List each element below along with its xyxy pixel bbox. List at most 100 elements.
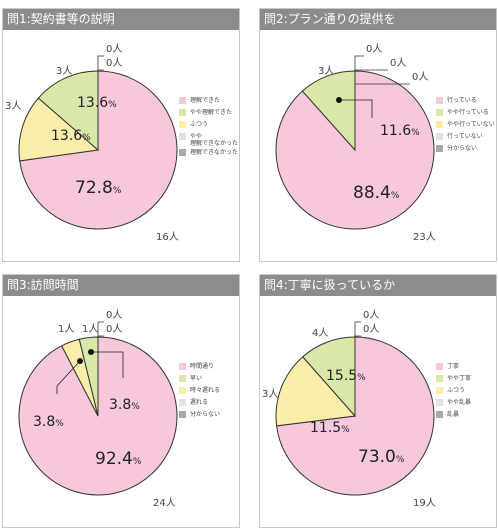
legend-2: 行っているやや行っている やや行っていない 行っていない 分からない	[436, 97, 495, 157]
legend-item: 理解できなかった	[179, 149, 238, 161]
leader-line-zero-1	[97, 55, 104, 71]
leader-line-1	[339, 99, 373, 118]
legend-label: 時間通り	[190, 363, 215, 370]
leader-dot-1	[77, 358, 83, 364]
pie-slice-2	[302, 336, 356, 418]
pie-chart-1: 72.8% 13.6% 13.6% 16人 3人 3人 0人 0人	[5, 43, 179, 243]
count-label-1: 19人	[413, 497, 436, 509]
legend-item: ふつう	[436, 387, 471, 399]
count-label-2: 3人	[318, 65, 334, 77]
pct-label-1: 88.4%	[353, 183, 400, 203]
leader-line-zero-2	[97, 335, 104, 337]
legend-swatch	[436, 121, 443, 128]
legend-swatch	[179, 363, 186, 370]
legend-label: 乱暴	[447, 411, 460, 418]
legend-swatch	[179, 109, 186, 116]
leader-line-1	[56, 360, 81, 394]
legend-item: 分からない	[436, 145, 495, 157]
legend-swatch	[179, 149, 186, 156]
leader-line-zero-1	[97, 321, 104, 337]
count-label-5: 0人	[363, 323, 379, 335]
pie-slice-2	[37, 70, 99, 152]
pie-slice-3	[275, 356, 356, 427]
legend-item: やや理解できた	[179, 109, 238, 121]
legend-label: やや行っていない	[447, 121, 495, 128]
chart-title: 問1:契約書等の説明	[3, 9, 239, 30]
legend-item: ふつう	[179, 121, 238, 133]
legend-label: 行っていない	[447, 133, 483, 140]
legend-label: 遅れる	[190, 399, 209, 406]
legend-label: ふつう	[190, 121, 209, 128]
leader-line-zero-2	[354, 335, 361, 337]
legend-swatch	[436, 411, 443, 418]
count-label-1: 16人	[156, 231, 179, 243]
count-label-5: 0人	[106, 57, 122, 69]
legend-item: やや丁寧	[436, 375, 471, 387]
legend-label: 時々遅れる	[190, 387, 221, 394]
legend-label: やや丁寧	[447, 375, 472, 382]
legend-swatch	[436, 375, 443, 382]
legend-label: 理解できなかった	[190, 149, 239, 156]
leader-line-zero-2	[354, 69, 388, 71]
pct-label-1: 73.0%	[358, 447, 405, 467]
legend-item: やや行っている	[436, 109, 495, 121]
count-label-2: 3人	[262, 388, 278, 400]
legend-item: 行っている	[436, 97, 495, 109]
count-label-3: 4人	[312, 327, 328, 339]
count-label-3: 0人	[366, 43, 382, 55]
count-label-5: 0人	[106, 323, 122, 335]
legend-label: 分からない	[447, 145, 478, 152]
pct-label-2: 11.5%	[310, 420, 350, 436]
leader-line-zero-1	[354, 55, 364, 71]
leader-line-zero-2	[97, 69, 104, 71]
legend-label: 行っている	[447, 97, 477, 104]
legend-label: 分からない	[190, 411, 221, 418]
legend-label: やや理解できた	[190, 109, 233, 116]
legend-item: 丁寧	[436, 363, 471, 375]
pie-chart-panel-3: 問3:訪問時間 92.4% 3.8% 3.8% 24人 1人 1人 0人 0人 時間通り 早い時…	[2, 274, 240, 528]
legend-swatch	[179, 97, 186, 104]
legend-label: やや乱暴	[447, 399, 472, 406]
legend-swatch	[179, 387, 186, 394]
legend-swatch	[179, 375, 186, 382]
pct-label-2: 11.6%	[380, 123, 420, 139]
count-label-4: 0人	[106, 309, 122, 321]
legend-swatch	[179, 133, 186, 140]
pie-slice-3	[18, 97, 100, 162]
legend-swatch	[436, 363, 443, 370]
legend-item: やや乱暴	[436, 399, 471, 411]
legend-swatch	[436, 97, 443, 104]
legend-item: 時間通り	[179, 363, 220, 375]
legend-swatch	[179, 121, 186, 128]
chart-title: 問3:訪問時間	[3, 275, 239, 296]
count-label-1: 23人	[413, 231, 436, 243]
pie-chart-4: 73.0% 11.5% 15.5% 19人 3人 4人 0人 0人	[262, 309, 436, 509]
count-label-2: 1人	[58, 323, 74, 335]
legend-label: 丁寧	[447, 363, 460, 370]
pct-label-3: 15.5%	[326, 368, 366, 384]
legend-item: 早い	[179, 375, 220, 387]
legend-1: 理解できた やや理解できた ふつうやや 理解できなかった 理解できなかった	[179, 97, 238, 161]
count-label-4: 0人	[390, 57, 406, 69]
pie-chart-panel-1: 問1:契約書等の説明 72.8% 13.6% 13.6% 16人 3人 3人 0人 0人 理解…	[2, 8, 240, 262]
legend-item: やや 理解できなかった	[179, 133, 238, 149]
count-label-3: 3人	[56, 65, 72, 77]
count-label-3: 1人	[82, 323, 98, 335]
pie-chart-panel-2: 問2:プラン通りの提供を 88.4% 11.6% 23人 3人 0人 0人 0人 行っている…	[259, 8, 497, 262]
legend-3: 時間通り早い時々遅れる遅れる分からない	[179, 363, 220, 423]
legend-label: 早い	[190, 375, 203, 382]
leader-line-2	[91, 351, 124, 378]
legend-item: 理解できた	[179, 97, 238, 109]
legend-swatch	[179, 411, 186, 418]
count-label-1: 24人	[153, 497, 176, 509]
legend-swatch	[436, 109, 443, 116]
pct-label-3: 13.6%	[77, 95, 117, 111]
count-label-4: 0人	[363, 309, 379, 321]
legend-swatch	[436, 145, 443, 152]
leader-line-zero-1	[354, 321, 361, 337]
leader-dot-2	[88, 349, 94, 355]
pie-chart-2: 88.4% 11.6% 23人 3人 0人 0人 0人	[275, 43, 436, 243]
count-label-2: 3人	[5, 100, 21, 112]
legend-swatch	[436, 399, 443, 406]
